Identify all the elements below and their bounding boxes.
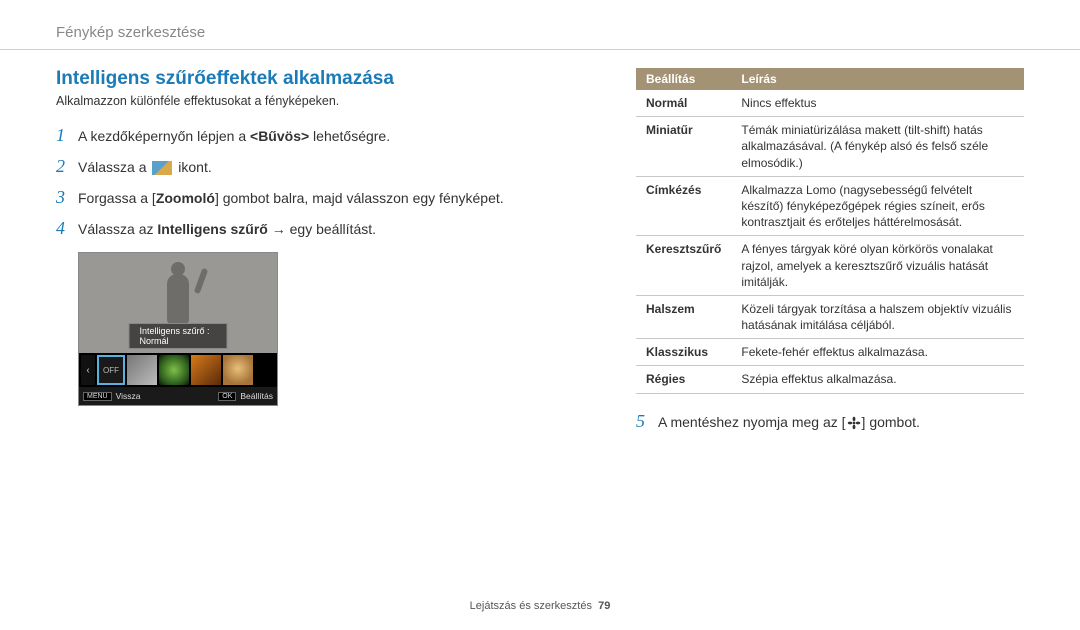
table-head-desc: Leírás xyxy=(731,68,1024,90)
step-5: 5 A mentéshez nyomja meg az [ ] gombot. xyxy=(636,412,1024,433)
section-title: Intelligens szűrőeffektek alkalmazása xyxy=(56,68,596,90)
camera-preview: Intelligens szűrő : Normál ‹ OFF MENU Vi… xyxy=(78,252,278,406)
preview-image: Intelligens szűrő : Normál xyxy=(79,253,277,353)
magic-mode-icon xyxy=(152,161,172,175)
filter-thumb[interactable] xyxy=(191,355,221,385)
opt-val: Témák miniatürizálása makett (tilt-shift… xyxy=(731,117,1024,177)
step-number: 5 xyxy=(636,412,658,432)
filter-strip: ‹ OFF xyxy=(79,353,277,387)
step-number: 1 xyxy=(56,126,78,146)
table-head-setting: Beállítás xyxy=(636,68,731,90)
left-column: Intelligens szűrőeffektek alkalmazása Al… xyxy=(56,68,596,433)
opt-val: Szépia effektus alkalmazása. xyxy=(731,366,1024,393)
step-text: Válassza az Intelligens szűrő → egy beál… xyxy=(78,219,376,240)
page-header: Fénykép szerkesztése xyxy=(0,0,1080,50)
table-row: RégiesSzépia effektus alkalmazása. xyxy=(636,366,1024,393)
table-row: NormálNincs effektus xyxy=(636,90,1024,117)
step-2: 2 Válassza a ikont. xyxy=(56,157,596,178)
table-row: HalszemKözeli tárgyak torzítása a halsze… xyxy=(636,295,1024,338)
step-post: ikont. xyxy=(174,159,211,175)
ok-label: Beállítás xyxy=(240,391,273,401)
step-number: 3 xyxy=(56,188,78,208)
step-text: Forgassa a [Zoomoló] gombot balra, majd … xyxy=(78,188,504,209)
opt-val: Fekete-fehér effektus alkalmazása. xyxy=(731,339,1024,366)
step-post: → egy beállítást. xyxy=(268,221,376,237)
table-row: MiniatűrTémák miniatürizálása makett (ti… xyxy=(636,117,1024,177)
table-row: CímkézésAlkalmazza Lomo (nagysebességű f… xyxy=(636,176,1024,236)
opt-key: Régies xyxy=(636,366,731,393)
ok-chip: OK xyxy=(218,392,236,401)
step-pre: Forgassa a [ xyxy=(78,190,156,206)
strip-prev-icon[interactable]: ‹ xyxy=(81,355,95,385)
step-pre: A mentéshez nyomja meg az [ xyxy=(658,414,846,430)
filter-thumb[interactable] xyxy=(223,355,253,385)
opt-key: Keresztszűrő xyxy=(636,236,731,296)
step-bold: Intelligens szűrő xyxy=(157,221,267,237)
header-title: Fénykép szerkesztése xyxy=(56,24,205,41)
filter-thumb[interactable] xyxy=(127,355,157,385)
right-column: Beállítás Leírás NormálNincs effektus Mi… xyxy=(636,68,1024,433)
step-text: A mentéshez nyomja meg az [ ] gombot. xyxy=(658,412,920,433)
table-row: KeresztszűrőA fényes tárgyak köré olyan … xyxy=(636,236,1024,296)
footer-section: Lejátszás és szerkesztés xyxy=(470,600,592,612)
opt-key: Klasszikus xyxy=(636,339,731,366)
step-1: 1 A kezdőképernyőn lépjen a <Bűvös> lehe… xyxy=(56,126,596,147)
footer-page: 79 xyxy=(598,600,610,612)
menu-chip: MENU xyxy=(83,392,112,401)
content-columns: Intelligens szűrőeffektek alkalmazása Al… xyxy=(0,68,1080,433)
preview-footer: MENU Vissza OK Beállítás xyxy=(79,387,277,405)
filter-off-thumb[interactable]: OFF xyxy=(97,355,125,385)
opt-key: Halszem xyxy=(636,295,731,338)
step-text: Válassza a ikont. xyxy=(78,157,212,178)
step-post: ] gombot balra, majd válasszon egy fényk… xyxy=(215,190,504,206)
step-number: 2 xyxy=(56,157,78,177)
filter-thumb[interactable] xyxy=(159,355,189,385)
opt-key: Címkézés xyxy=(636,176,731,236)
step-post: ] gombot. xyxy=(862,414,920,430)
back-label: Vissza xyxy=(116,391,141,401)
step-bold: Zoomoló xyxy=(156,190,215,206)
options-table: Beállítás Leírás NormálNincs effektus Mi… xyxy=(636,68,1024,394)
opt-key: Miniatűr xyxy=(636,117,731,177)
step-pre: Válassza az xyxy=(78,221,157,237)
opt-key: Normál xyxy=(636,90,731,117)
section-subtitle: Alkalmazzon különféle effektusokat a fén… xyxy=(56,94,596,108)
opt-val: Alkalmazza Lomo (nagysebességű felvételt… xyxy=(731,176,1024,236)
macro-flower-icon xyxy=(847,416,861,430)
step-post: lehetőségre. xyxy=(309,128,390,144)
opt-val: Közeli tárgyak torzítása a halszem objek… xyxy=(731,295,1024,338)
step-pre: A kezdőképernyőn lépjen a xyxy=(78,128,250,144)
opt-val: A fényes tárgyak köré olyan körkörös von… xyxy=(731,236,1024,296)
opt-val: Nincs effektus xyxy=(731,90,1024,117)
table-row: KlasszikusFekete-fehér effektus alkalmaz… xyxy=(636,339,1024,366)
step-4: 4 Válassza az Intelligens szűrő → egy be… xyxy=(56,219,596,240)
preview-label: Intelligens szűrő : Normál xyxy=(129,323,228,349)
step-pre: Válassza a xyxy=(78,159,150,175)
step-text: A kezdőképernyőn lépjen a <Bűvös> lehető… xyxy=(78,126,390,147)
page-footer: Lejátszás és szerkesztés 79 xyxy=(0,600,1080,612)
step-bold: <Bűvös> xyxy=(250,128,309,144)
step-number: 4 xyxy=(56,219,78,239)
step-3: 3 Forgassa a [Zoomoló] gombot balra, maj… xyxy=(56,188,596,209)
